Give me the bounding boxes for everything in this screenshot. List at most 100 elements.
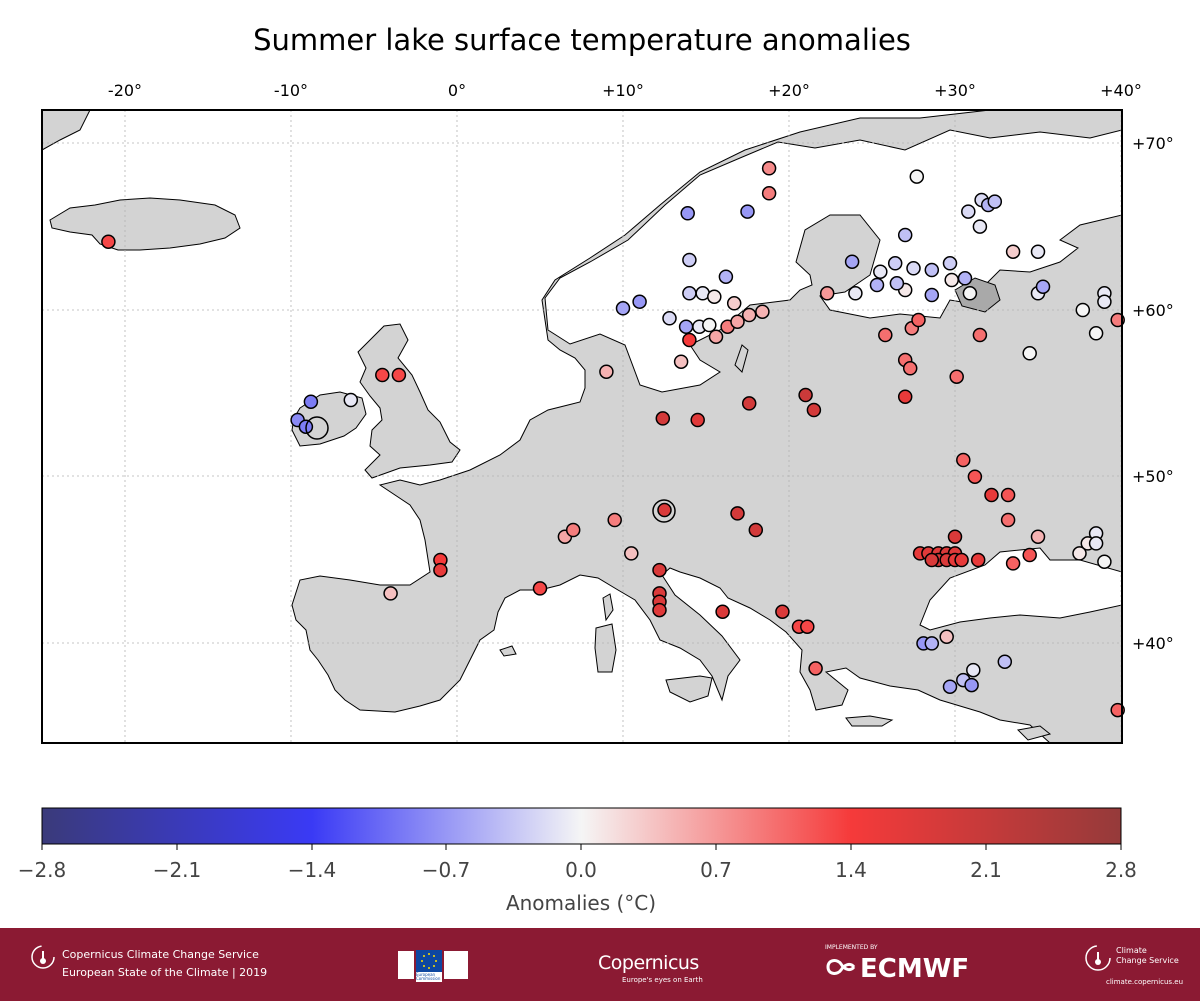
lake-point — [655, 411, 671, 426]
lake-point — [966, 662, 981, 678]
lake-point — [957, 271, 973, 286]
land-corsica — [602, 593, 614, 622]
lake-point — [806, 402, 822, 418]
colorbar-tick-label: 0.7 — [700, 858, 732, 882]
colorbar-tick-label: −2.1 — [153, 858, 202, 882]
lake-point — [748, 522, 764, 538]
lake-point — [383, 586, 398, 601]
lat-label: +60° — [1132, 301, 1174, 320]
lon-label: +20° — [768, 81, 810, 100]
lake-point — [682, 286, 697, 301]
c3s-line2: Change Service — [1116, 956, 1179, 965]
lake-ladoga — [954, 277, 1001, 313]
lake-point — [657, 502, 672, 518]
lake-point — [972, 327, 988, 343]
lake-point — [615, 301, 631, 316]
c3s-logo-icon — [31, 945, 55, 969]
lake-point — [970, 552, 986, 568]
colorbar-tick-label: −1.4 — [288, 858, 337, 882]
lake-point — [987, 194, 1003, 209]
footer-service-name: Copernicus Climate Change Service — [62, 948, 259, 961]
lake-point — [942, 256, 958, 271]
land-gotland — [734, 344, 749, 373]
lake-point — [1035, 279, 1051, 294]
lake-point — [726, 296, 742, 311]
lake-point — [673, 354, 689, 369]
lake-point — [741, 307, 757, 323]
lake-point — [897, 227, 913, 243]
lake-point — [924, 552, 940, 568]
lon-label: +30° — [934, 81, 976, 100]
implemented-by-label: IMPLEMENTED BY — [825, 944, 878, 951]
lake-point — [954, 552, 969, 568]
lake-point — [1097, 294, 1112, 309]
lake-point — [906, 261, 921, 276]
copernicus-tagline: Europe's eyes on Earth — [622, 976, 703, 984]
lat-label: +70° — [1132, 134, 1174, 153]
lake-point — [755, 304, 770, 319]
map-frame — [41, 109, 1125, 744]
lake-point — [1110, 702, 1125, 718]
lon-label: -10° — [274, 81, 308, 100]
lake-point — [1088, 536, 1104, 551]
lake-point — [808, 661, 823, 676]
lake-point — [730, 506, 745, 521]
lake-point — [1005, 556, 1021, 571]
lake-point — [682, 252, 697, 268]
lake-point — [761, 161, 777, 176]
lake-point — [1030, 529, 1046, 544]
colorbar-tick-label: 0.0 — [565, 858, 597, 882]
lake-point — [956, 452, 971, 468]
lake-point — [798, 387, 813, 403]
lake-point — [961, 204, 976, 219]
lake-point — [944, 272, 959, 288]
lake-point — [897, 389, 913, 404]
c3s-url: climate.copernicus.eu — [1106, 978, 1184, 986]
lake-point — [1022, 547, 1037, 563]
lake-point — [924, 287, 940, 303]
lake-point — [911, 312, 926, 328]
lake-point — [761, 186, 777, 201]
land-great-britain — [357, 323, 461, 479]
lake-point — [1000, 487, 1016, 503]
lake-point — [889, 276, 905, 291]
lake-point — [1088, 326, 1104, 341]
lake-point — [942, 679, 958, 694]
latitude-labels: +70° +60° +50° +40° — [1132, 134, 1174, 653]
lake-point — [680, 206, 695, 221]
lake-point — [1072, 546, 1087, 561]
lake-point — [949, 369, 964, 384]
ec-building-icon — [398, 950, 468, 982]
land-sicily — [665, 675, 713, 703]
lake-point — [947, 529, 963, 544]
lake-point — [624, 546, 639, 561]
lat-label: +50° — [1132, 467, 1174, 486]
lake-point — [869, 277, 885, 293]
lake-point — [1005, 244, 1021, 259]
lake-point — [939, 629, 954, 644]
lake-point — [819, 286, 835, 301]
lake-point — [303, 394, 319, 409]
lake-highlight-ring — [305, 416, 329, 440]
lake-point — [740, 204, 755, 219]
map-figure: Summer lake surface temperature anomalie… — [18, 23, 1174, 915]
lake-point — [708, 329, 724, 344]
land-crete — [845, 715, 894, 727]
footer-banner: Copernicus Climate Change Service Europe… — [0, 928, 1200, 1001]
lon-label: -20° — [108, 81, 142, 100]
colorbar-tick-label: 1.4 — [835, 858, 867, 882]
c3s-small-logo-icon — [1085, 945, 1111, 971]
c3s-line1: Climate — [1116, 946, 1147, 955]
colorbar-tick-label: −0.7 — [422, 858, 471, 882]
lake-point — [844, 254, 860, 269]
land-sardinia — [594, 623, 617, 673]
lake-point — [924, 636, 940, 651]
colorbar-tick-label: 2.1 — [970, 858, 1002, 882]
lake-point — [730, 314, 745, 329]
land-mallorca — [499, 645, 517, 657]
lake-point — [532, 581, 548, 596]
lake-point — [967, 469, 983, 484]
lake-point — [873, 264, 888, 279]
lake-point — [848, 286, 863, 301]
colorbar: −2.8 −2.1 −1.4 −0.7 0.0 0.7 1.4 2.1 2.8 … — [18, 807, 1137, 915]
